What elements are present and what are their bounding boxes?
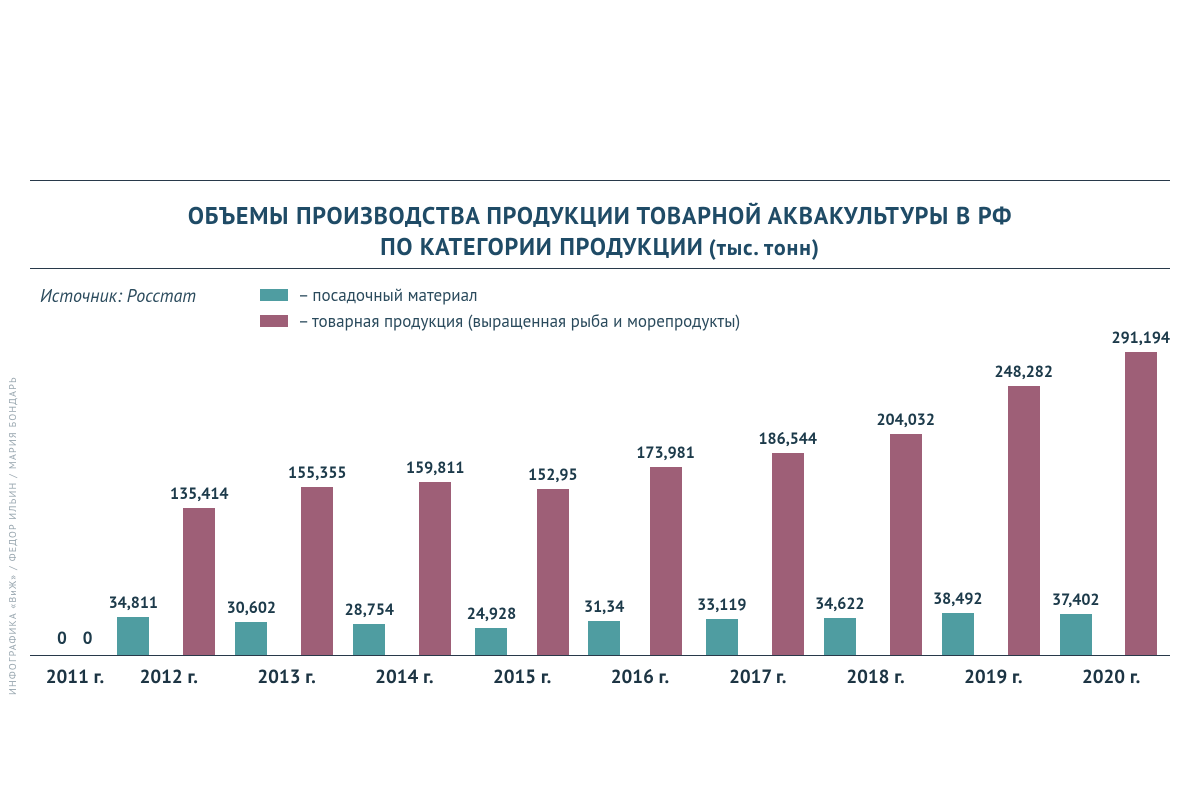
value-label: 159,811 [406,460,464,476]
bar [650,467,682,655]
value-label: 0 [83,627,93,649]
x-axis-label: 2017 г. [699,665,817,689]
bar [235,622,267,655]
value-label: 0 [57,627,67,649]
value-label: 248,282 [994,364,1052,380]
value-label: 28,754 [345,602,394,618]
bar-wrap: 37,402 [1052,330,1100,655]
legend-item: – посадочный материал [260,284,740,306]
value-label: 135,414 [170,486,228,502]
page: ИНФОГРАФИКА «ВиЖ» / ФЕДОР ИЛЬИН / МАРИЯ … [0,0,1200,800]
bar-group: 28,754 159,811 [346,330,464,655]
bar-group: 38,492 248,282 [934,330,1052,655]
bar-group: 31,34 173,981 [581,330,698,655]
zero-label-pair: 00 [57,627,92,649]
bar-wrap: 135,414 [170,330,228,655]
bar-group: 34,811 135,414 [110,330,228,655]
bar [942,613,974,655]
x-axis-label: 2012 г. [110,665,228,689]
bar [537,489,569,655]
value-label: 152,95 [528,467,577,483]
x-axis-label: 2019 г. [934,665,1052,689]
bar-wrap: 152,95 [528,330,577,655]
bar-group: 34,622 204,032 [816,330,934,655]
value-label: 30,602 [227,600,276,616]
value-label: 38,492 [933,591,982,607]
source-label: Источник: Росстат [40,284,196,307]
title-unit: (тыс. тонн) [709,234,820,262]
bar-wrap: 34,622 [815,330,864,655]
bar-group: 37,402 291,194 [1052,330,1170,655]
bar [419,482,451,655]
legend-swatch [260,315,288,327]
bar-group: 33,119 186,544 [698,330,816,655]
bar [1060,614,1092,655]
bar-wrap: 38,492 [933,330,982,655]
x-axis-label: 2018 г. [817,665,935,689]
bar-group: 24,928 152,95 [464,330,581,655]
bar-group: 00 [40,330,110,655]
side-credit: ИНФОГРАФИКА «ВиЖ» / ФЕДОР ИЛЬИН / МАРИЯ … [6,340,19,695]
legend-label: – товарная продукция (выращенная рыба и … [298,310,740,332]
bar-wrap: 34,811 [109,330,158,655]
value-label: 31,34 [584,599,624,615]
bar [890,434,922,655]
value-label: 173,981 [636,445,694,461]
value-label: 34,622 [815,596,864,612]
chart-title: ОБЪЕМЫ ПРОИЗВОДСТВА ПРОДУКЦИИ ТОВАРНОЙ А… [30,200,1170,262]
title-line2: ПО КАТЕГОРИИ ПРОДУКЦИИ [380,231,703,262]
bar-wrap: 173,981 [636,330,694,655]
x-axis: 2011 г.2012 г.2013 г.2014 г.2015 г.2016 … [40,665,1170,689]
bar-group: 30,602 155,355 [228,330,346,655]
bar [772,453,804,655]
bar [588,621,620,655]
rule-top [30,180,1170,181]
bar [824,618,856,656]
bar-wrap: 248,282 [994,330,1052,655]
value-label: 155,355 [288,465,346,481]
bar-wrap: 33,119 [697,330,746,655]
value-label: 24,928 [467,606,516,622]
value-label: 291,194 [1112,330,1170,346]
rule-baseline [30,655,1170,656]
bar-wrap: 155,355 [288,330,346,655]
bar-groups: 00 34,811 135,414 30,602 155,355 28,754 159,81… [40,330,1170,655]
title-line1: ОБЪЕМЫ ПРОИЗВОДСТВА ПРОДУКЦИИ ТОВАРНОЙ А… [30,200,1170,231]
value-label: 186,544 [758,431,816,447]
bar-wrap: 204,032 [876,330,934,655]
value-label: 34,811 [109,595,158,611]
bar-wrap: 291,194 [1112,330,1170,655]
bar [353,624,385,655]
legend-swatch [260,289,288,301]
bar-wrap: 31,34 [584,330,624,655]
bar-wrap: 30,602 [227,330,276,655]
legend-item: – товарная продукция (выращенная рыба и … [260,310,740,332]
bar-wrap: 159,811 [406,330,464,655]
value-label: 204,032 [876,412,934,428]
x-axis-label: 2014 г. [345,665,463,689]
bar [183,508,215,655]
bar [1125,352,1157,655]
x-axis-label: 2011 г. [40,665,110,689]
legend-label: – посадочный материал [298,284,478,306]
rule-mid [30,268,1170,269]
bar [301,487,333,655]
x-axis-label: 2016 г. [581,665,699,689]
bar-wrap: 24,928 [467,330,516,655]
bar-wrap: 28,754 [345,330,394,655]
legend: – посадочный материал – товарная продукци… [260,284,740,336]
bar [1008,386,1040,655]
bar [475,628,507,655]
value-label: 37,402 [1052,592,1100,608]
x-axis-label: 2020 г. [1052,665,1170,689]
bar-wrap: 186,544 [758,330,816,655]
value-label: 33,119 [697,597,746,613]
chart-area: 00 34,811 135,414 30,602 155,355 28,754 159,81… [40,330,1170,655]
x-axis-label: 2013 г. [228,665,346,689]
bar [706,619,738,655]
bar [117,617,149,655]
x-axis-label: 2015 г. [463,665,581,689]
